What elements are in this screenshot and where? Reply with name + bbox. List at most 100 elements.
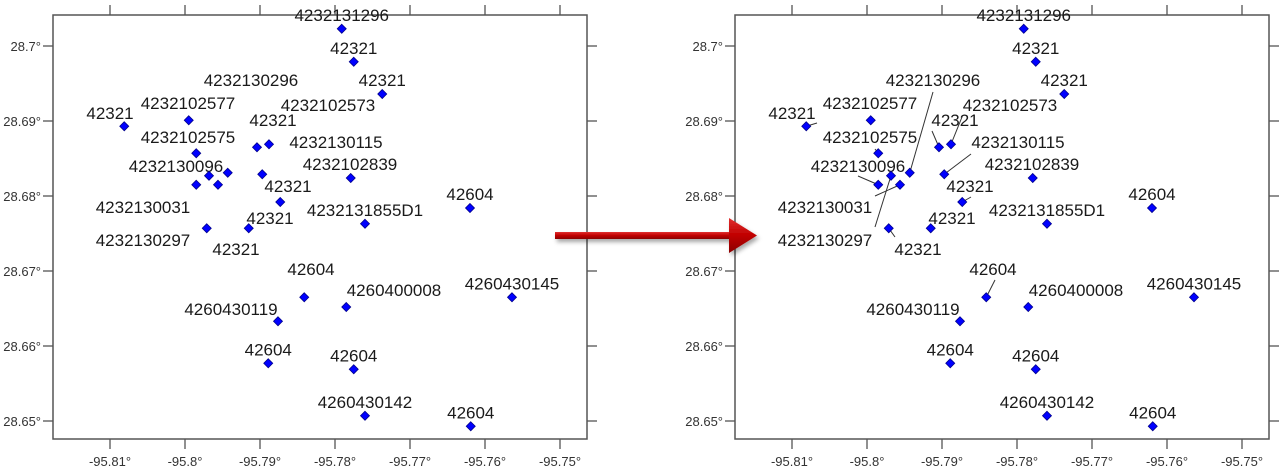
x-tick-label: -95.78° (996, 454, 1038, 469)
y-tick-label: 28.66° (685, 339, 723, 354)
data-point (377, 88, 388, 100)
point-label: 42321 (246, 209, 293, 228)
point-label: 4232102573 (281, 96, 376, 115)
point-label: 4232130115 (971, 133, 1064, 152)
data-point (939, 169, 950, 180)
point-label: 42321 (359, 71, 406, 90)
point-label: 4232130296 (886, 71, 981, 90)
point-label: 4232131296 (294, 6, 389, 25)
point-label: 4232130031 (96, 198, 191, 217)
point-label: 4232130096 (811, 157, 906, 176)
point-label: 42321 (249, 111, 296, 130)
x-tick-label: -95.75° (539, 454, 581, 469)
point-label: 4232102577 (823, 94, 918, 113)
data-point (201, 223, 212, 234)
data-point (1027, 172, 1038, 184)
point-label: 4232130296 (204, 71, 299, 90)
point-label: 42604 (1129, 403, 1176, 422)
data-point (345, 172, 356, 184)
data-point (263, 139, 275, 150)
x-tick-label: -95.76° (464, 454, 506, 469)
plot-frame (734, 14, 1270, 440)
data-point (464, 202, 476, 214)
point-label: 42321 (1041, 71, 1088, 90)
data-point (191, 148, 202, 159)
data-point (263, 358, 274, 369)
data-point (191, 179, 202, 190)
map-before: -95.81° -95.8° -95.79° -95.78° -95.77° -95.76… (3, 5, 597, 469)
data-point (359, 218, 371, 229)
data-point (272, 316, 284, 327)
point-label: 4260430119 (866, 300, 959, 319)
x-tick-label: -95.77° (1071, 454, 1113, 469)
data-point (275, 196, 286, 208)
data-point (894, 179, 906, 190)
data-point (957, 196, 968, 208)
point-label: 42604 (447, 403, 494, 422)
data-point (904, 167, 915, 178)
x-tick-label: -95.81° (771, 454, 813, 469)
point-label: 42321 (264, 177, 311, 196)
data-point (801, 121, 812, 132)
data-point (925, 223, 936, 234)
point-label: 4232102573 (963, 96, 1058, 115)
point-label: 4232130297 (778, 231, 873, 250)
point-label: 4232131855D1 (307, 201, 423, 220)
data-point (348, 364, 359, 375)
x-tick-label: -95.76° (1146, 454, 1188, 469)
map-after: -95.81° -95.8° -95.79° -95.78° -95.77° -95.76… (685, 5, 1279, 469)
data-point (954, 316, 966, 327)
point-label: 4232102575 (141, 128, 236, 147)
leader-line (943, 153, 972, 175)
data-point (873, 179, 884, 190)
data-point (212, 179, 224, 190)
data-point (183, 115, 194, 126)
data-point (119, 121, 130, 132)
x-tick-label: -95.75° (1221, 454, 1263, 469)
x-tick-label: -95.81° (89, 454, 131, 469)
data-point (1030, 56, 1041, 67)
point-label: 42321 (928, 209, 975, 228)
point-label: 42604 (287, 260, 334, 279)
point-label: 4232131855D1 (989, 201, 1105, 220)
data-point (945, 139, 957, 150)
y-tick-label: 28.69° (685, 114, 723, 129)
y-tick-label: 28.65° (3, 414, 41, 429)
data-point (257, 169, 268, 180)
data-point (873, 148, 884, 159)
point-label: 42321 (894, 240, 941, 259)
point-label: 4260430119 (184, 300, 277, 319)
point-label: 42604 (927, 340, 974, 359)
data-point (341, 301, 352, 313)
point-label: 42604 (245, 340, 292, 359)
plot-frame (52, 14, 588, 440)
leader-line (874, 184, 901, 197)
point-label: 4232130096 (129, 157, 224, 176)
data-point (299, 292, 310, 303)
point-label: 4232102575 (823, 128, 918, 147)
y-tick-label: 28.7° (692, 39, 723, 54)
data-point (1147, 421, 1158, 432)
y-tick-label: 28.69° (3, 114, 41, 129)
leader-line (909, 91, 934, 173)
point-label: 42604 (330, 346, 377, 365)
x-tick-label: -95.78° (314, 454, 356, 469)
data-point (465, 421, 476, 432)
data-point (1188, 292, 1200, 303)
point-label: 42604 (969, 260, 1016, 279)
point-label: 4260400008 (347, 281, 442, 300)
x-tick-label: -95.8° (850, 454, 885, 469)
data-point (1059, 88, 1070, 100)
point-label: 42604 (1128, 185, 1175, 204)
point-label: 4232102577 (141, 94, 236, 113)
point-label: 4232130115 (289, 133, 382, 152)
point-label: 4232130297 (96, 231, 191, 250)
y-tick-label: 28.7° (10, 39, 41, 54)
point-label: 4232130031 (778, 198, 873, 217)
x-tick-label: -95.77° (389, 454, 431, 469)
data-point (933, 142, 945, 153)
point-label: 42321 (931, 111, 978, 130)
y-tick-label: 28.66° (3, 339, 41, 354)
data-point (348, 56, 359, 67)
